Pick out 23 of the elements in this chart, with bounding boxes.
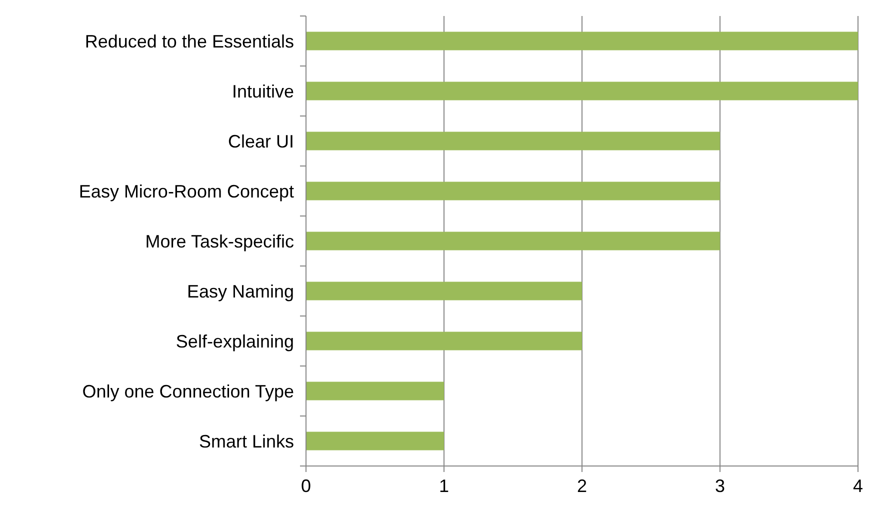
y-tick-label: More Task-specific [145, 231, 294, 252]
y-tick-label: Reduced to the Essentials [84, 31, 294, 52]
bar [306, 82, 858, 100]
bar [306, 232, 720, 250]
y-tick-label: Smart Links [198, 431, 294, 452]
bar [306, 282, 582, 300]
x-tick-label: 1 [438, 476, 450, 496]
bar [306, 432, 444, 450]
x-tick-label: 2 [576, 476, 588, 496]
y-tick-label: Only one Connection Type [82, 381, 294, 402]
bar [306, 182, 720, 200]
x-tick-label: 4 [852, 476, 864, 496]
y-tick-label: Clear UI [228, 131, 294, 152]
y-tick-label: Intuitive [232, 81, 294, 102]
x-tick-label: 0 [300, 476, 312, 496]
y-tick-label: Self-explaining [176, 331, 294, 352]
bar [306, 332, 582, 350]
bar [306, 382, 444, 400]
bar [306, 32, 858, 50]
bar [306, 132, 720, 150]
x-tick-label: 3 [714, 476, 726, 496]
y-tick-label: Easy Naming [186, 281, 294, 302]
y-tick-label: Easy Micro-Room Concept [78, 181, 294, 202]
